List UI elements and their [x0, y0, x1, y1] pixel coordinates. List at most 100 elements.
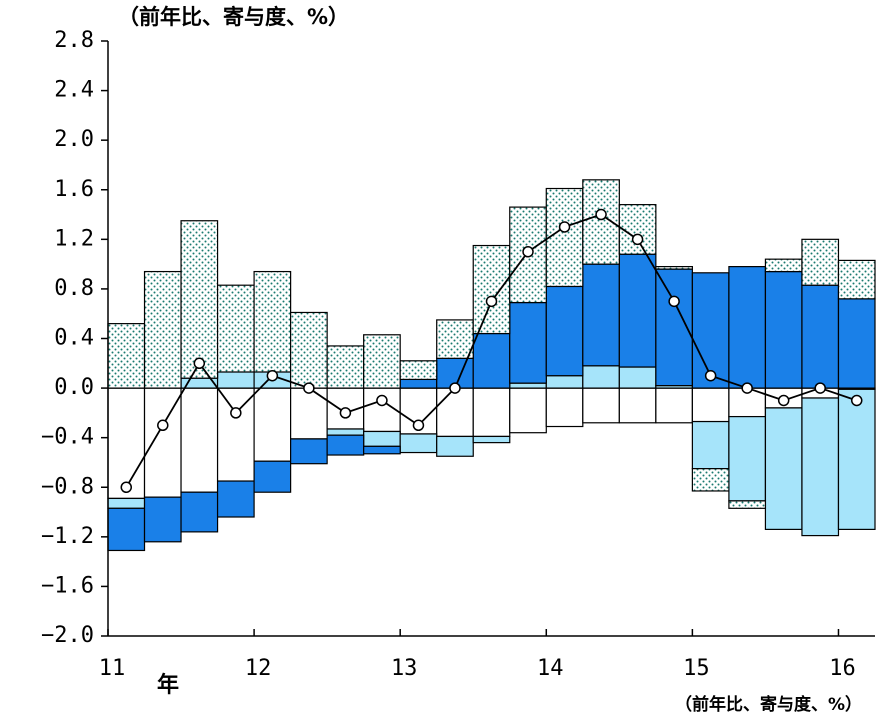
bar-segment [472, 435, 511, 444]
bar-segment [801, 238, 840, 286]
bar-segment [837, 298, 876, 389]
x-tick-label: 14 [537, 656, 564, 681]
bar-segment [399, 378, 438, 389]
line-marker [704, 369, 717, 382]
bar-segment [691, 387, 730, 423]
bar-segment [545, 285, 584, 377]
bar-segment [180, 491, 219, 533]
bar-segment [582, 179, 620, 265]
bar-segment [216, 480, 255, 518]
line-marker [850, 394, 863, 407]
bar-segment [509, 301, 547, 384]
bar-segment [655, 266, 693, 270]
line-marker [193, 357, 206, 370]
bar-segment [545, 187, 584, 288]
line-marker [412, 419, 425, 432]
y-tick-label: 2.8 [54, 28, 94, 53]
bar-segment [728, 415, 767, 502]
bar-segment [801, 284, 840, 389]
line-marker [303, 382, 315, 394]
bar-segment [107, 323, 146, 389]
y-tick-label: −0.8 [41, 474, 94, 499]
bar-segment [618, 366, 657, 389]
y-tick-label: −0.4 [41, 425, 94, 450]
bar-segment [290, 311, 328, 389]
line-marker [777, 394, 790, 407]
line-marker [522, 245, 534, 258]
bar-segment [691, 420, 730, 470]
bar-segment [728, 266, 767, 389]
bar-segment [618, 387, 657, 424]
line-marker [376, 394, 388, 407]
y-tick-label: 2.0 [54, 127, 94, 152]
y-tick-label: 0.8 [54, 276, 94, 301]
bar-segment [801, 397, 840, 537]
bar-segment [691, 468, 730, 492]
bar-segment [399, 360, 438, 381]
y-tick-label: −1.2 [41, 524, 94, 549]
bar-segment [509, 387, 547, 434]
bar-segment [399, 433, 438, 454]
bar-segment [837, 388, 876, 530]
bar-segment [764, 270, 803, 389]
bar-segment [290, 438, 328, 465]
bar-segment [363, 430, 401, 447]
y-axis-label: （前年比、寄与度、%） [118, 5, 349, 29]
line-marker [595, 208, 607, 221]
line-marker [668, 295, 680, 308]
bar-segment [545, 387, 584, 428]
x-tick-label: 15 [683, 656, 710, 681]
bar-segment [143, 496, 182, 543]
bar-segment [107, 497, 146, 509]
line-marker [157, 419, 169, 432]
bar-segment [180, 220, 219, 379]
line-marker [485, 295, 498, 308]
bar-segment [837, 259, 876, 300]
y-tick-label: −2.0 [41, 623, 94, 648]
bar-segment [582, 263, 620, 367]
bar-segment [472, 244, 511, 335]
bar-segment [253, 387, 292, 462]
bar-segment [655, 387, 693, 424]
bar-segment [472, 332, 511, 389]
bar-segment [691, 272, 730, 389]
bar-segment [107, 387, 146, 500]
bar-segment [216, 387, 255, 482]
bar-segment [143, 270, 182, 389]
bar-segment [472, 387, 511, 438]
line-marker [339, 407, 352, 419]
bar-segment [326, 434, 365, 456]
x-tick-label: 11 [99, 656, 126, 681]
bar-segment [764, 407, 803, 530]
bar-segment [253, 460, 292, 493]
line-marker [230, 407, 242, 419]
bar-segment [363, 334, 401, 389]
bar-segment [216, 371, 255, 389]
bar-segment [436, 319, 474, 359]
bar-segment [107, 507, 146, 552]
line-marker [449, 382, 461, 394]
y-tick-label: 2.4 [54, 78, 94, 103]
line-marker [631, 233, 644, 246]
y-tick-label: −1.6 [41, 573, 94, 598]
bar-segment [582, 387, 620, 424]
y-tick-label: 0.4 [54, 326, 94, 351]
line-marker [120, 481, 133, 493]
bar-segment [326, 428, 365, 436]
x-unit: 年 [157, 672, 179, 698]
bar-segment [582, 365, 620, 389]
x-tick-label: 13 [391, 656, 418, 681]
x-tick-label: 12 [245, 656, 272, 681]
bar-segment [253, 270, 292, 373]
bar-segment [618, 204, 657, 255]
line-marker [741, 382, 753, 394]
bar-segment [180, 387, 219, 493]
line-marker [266, 369, 279, 382]
bar-segment [545, 375, 584, 389]
line-marker [558, 221, 571, 233]
bar-segment [363, 445, 401, 455]
y-tick-label: 0.0 [54, 375, 94, 400]
bar-segment [618, 253, 657, 368]
bar-segment [326, 345, 365, 389]
